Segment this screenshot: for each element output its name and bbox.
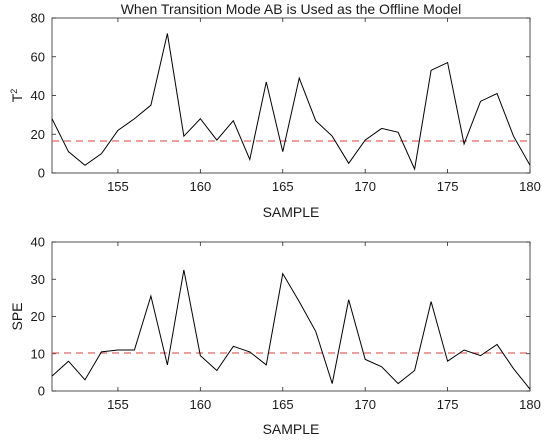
spe-x-tick-label: 170 (354, 397, 376, 412)
t2-y-axis-label: T2 (9, 89, 25, 103)
t2-axes-box (51, 17, 531, 174)
t2-y-tick-label: 40 (31, 88, 45, 103)
spe-series-line (51, 269, 531, 390)
spe-y-tick-label: 40 (31, 235, 45, 250)
spe-x-tick-label: 180 (519, 397, 541, 412)
t2-x-tick-label: 175 (437, 179, 459, 194)
t2-x-tick-label: 170 (354, 179, 376, 194)
spe-x-tick-label: 160 (189, 397, 211, 412)
t2-x-axis-label: SAMPLE (263, 204, 320, 220)
spe-y-tick-label: 30 (31, 272, 45, 287)
spe-y-tick-label: 10 (31, 346, 45, 361)
t2-y-axis-label-superscript: 2 (9, 89, 19, 94)
t2-x-tick-label: 165 (272, 179, 294, 194)
spe-x-axis-label: SAMPLE (263, 421, 320, 437)
t2-y-tick-label: 0 (38, 166, 45, 181)
spe-x-tick-label: 175 (437, 397, 459, 412)
t2-y-tick-label: 60 (31, 49, 45, 64)
spe-x-tick-label: 165 (272, 397, 294, 412)
t2-series-line (51, 33, 531, 171)
t2-x-tick-label: 160 (189, 179, 211, 194)
spe-axes-box (51, 241, 531, 392)
t2-y-tick-label: 80 (31, 11, 45, 26)
t2-x-tick-label: 155 (107, 179, 129, 194)
spe-x-tick-label: 155 (107, 397, 129, 412)
t2-x-tick-label: 180 (519, 179, 541, 194)
t2-chart-title: When Transition Mode AB is Used as the O… (121, 1, 462, 17)
spe-y-axis-label: SPE (9, 302, 25, 330)
spe-y-tick-label: 20 (31, 309, 45, 324)
spe-y-tick-label: 0 (38, 384, 45, 399)
t2-y-tick-label: 20 (31, 127, 45, 142)
